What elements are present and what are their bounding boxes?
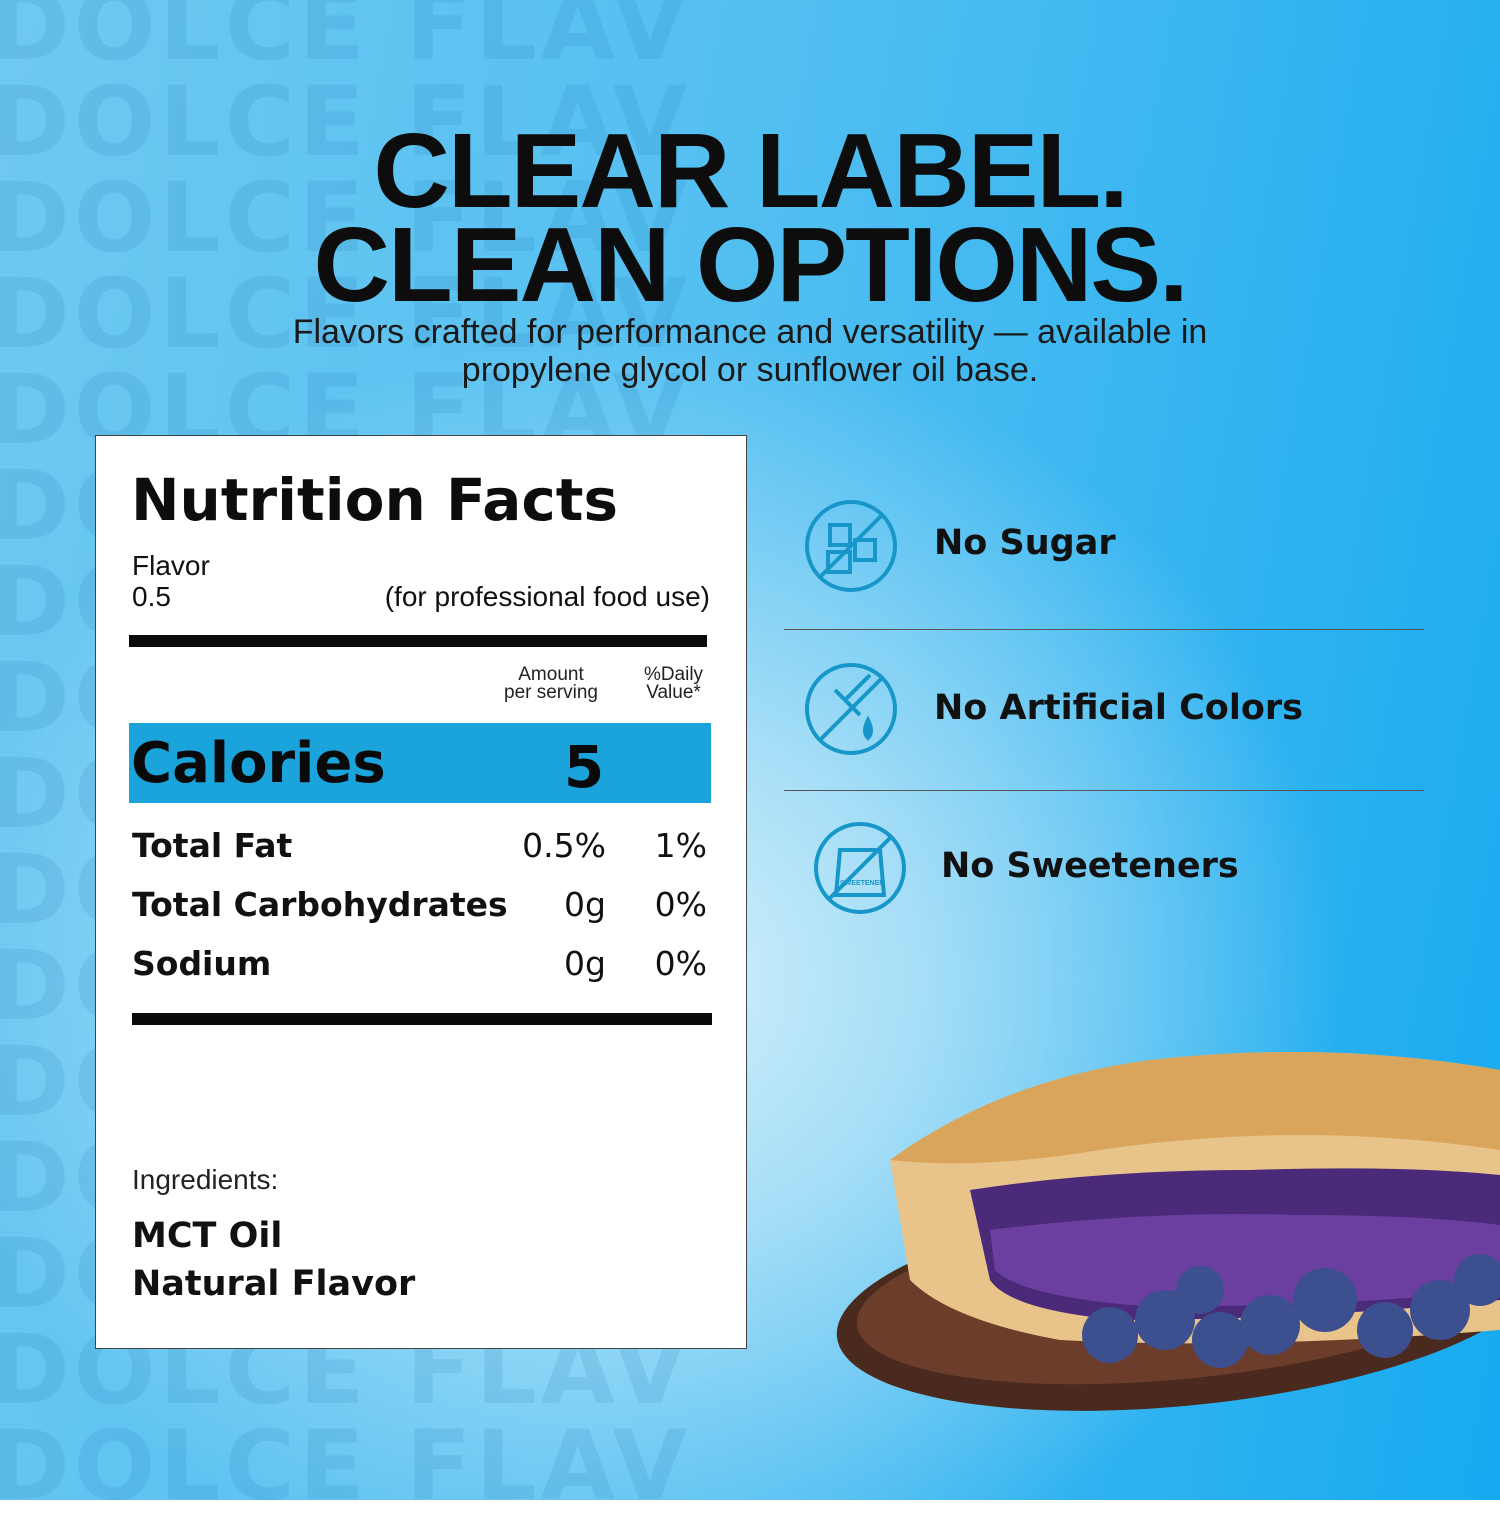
calories-band: Calories 5 <box>129 723 711 803</box>
nutrient-amount: 0.5% <box>522 826 606 865</box>
separator <box>784 790 1424 791</box>
calories-label: Calories <box>131 731 386 796</box>
watermark: DOLCE FLAV <box>0 258 691 370</box>
nutrient-name: Total Fat <box>132 826 293 865</box>
col-daily-line: %Daily <box>643 664 704 685</box>
note: (for professional food use) <box>384 581 710 612</box>
nutrient-amount: 0g <box>564 944 606 983</box>
subtitle: propylene glycol or sunflower oil base. <box>461 351 1039 389</box>
feature-label: No Artificial Colors <box>934 688 1303 728</box>
rule <box>132 1013 712 1025</box>
ingredients-label: Ingredients: <box>132 1164 279 1195</box>
subtitle: Flavors crafted for performance and vers… <box>292 313 1208 351</box>
rule <box>129 635 707 647</box>
feature-label: No Sweeteners <box>941 846 1239 886</box>
serving: 0.5 <box>132 581 171 612</box>
nutrient-daily: 1% <box>654 826 707 865</box>
headline: CLEAR LABEL. <box>373 112 1128 230</box>
headline: CLEAN OPTIONS. <box>313 206 1188 324</box>
watermark: DOLCE FLAV <box>0 162 691 274</box>
nutrition-title: Nutrition Facts <box>131 466 618 534</box>
watermark: DOLCE FLAV <box>0 0 691 82</box>
col-daily: %Daily Value* <box>631 664 716 703</box>
nutrient-name: Total Carbohydrates <box>132 885 508 924</box>
calories-value: 5 <box>563 733 605 801</box>
separator <box>784 629 1424 630</box>
nutrient-name: Sodium <box>132 944 272 983</box>
pie-image <box>836 1052 1500 1411</box>
col-amount: Amount per serving <box>496 664 606 703</box>
watermark: DOLCE FLAV <box>0 66 691 178</box>
icons <box>805 500 906 914</box>
ingredient: MCT Oil <box>132 1216 283 1256</box>
col-daily-line: Value* <box>646 682 701 703</box>
col-amount-line: Amount <box>518 664 584 685</box>
nutrition-card: Nutrition Facts Flavor 0.5 (for professi… <box>95 435 747 1349</box>
nutrient-daily: 0% <box>654 885 707 924</box>
nutrient-daily: 0% <box>654 944 707 983</box>
icon-text: SWEETENER <box>840 880 885 887</box>
product: Flavor <box>132 550 210 581</box>
nutrient-amount: 0g <box>564 885 606 924</box>
ingredient: Natural Flavor <box>132 1264 416 1304</box>
feature-label: No Sugar <box>934 523 1116 563</box>
col-amount-line: per serving <box>504 682 598 703</box>
